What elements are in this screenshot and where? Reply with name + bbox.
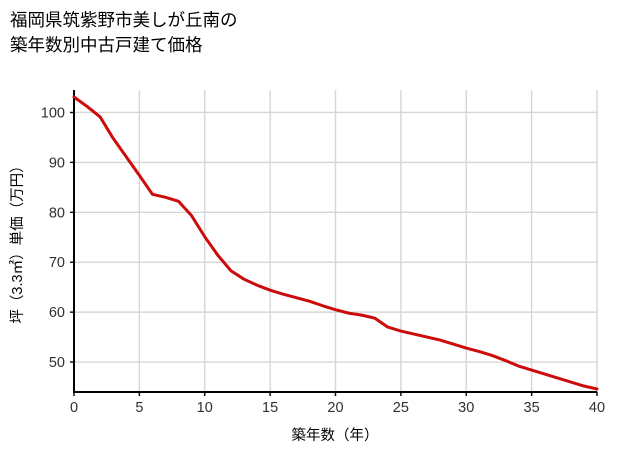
y-tick-label: 50 [49,355,65,371]
gridlines-group [74,90,598,392]
y-tick-label: 70 [49,255,65,271]
tick-labels-group: 0 5 10 15 20 25 30 35 40 50 60 70 80 90 100 [41,105,605,416]
x-tick-label: 15 [262,400,278,416]
x-tick-label: 25 [393,400,409,416]
x-tick-label: 35 [524,400,540,416]
data-line [72,95,599,391]
axis-spines-group [73,90,597,393]
x-tick-label: 10 [197,400,213,416]
x-tick-label: 40 [589,400,605,416]
y-axis-title: 坪（3.3㎡）単価（万円） [9,158,26,323]
data-series-group [72,95,599,391]
chart-title: 福岡県筑紫野市美しが丘南の 築年数別中古戸建て価格 [10,10,238,55]
x-tick-label: 0 [70,400,78,416]
x-tick-label: 20 [327,400,343,416]
tick-marks-group [70,111,598,396]
x-axis-title: 築年数（年） [292,426,379,444]
x-tick-label: 5 [135,400,143,416]
x-tick-label: 30 [458,400,474,416]
y-tick-label: 60 [49,305,65,321]
y-tick-label: 100 [41,105,65,121]
y-tick-label: 90 [49,155,65,171]
y-tick-label: 80 [49,205,65,221]
